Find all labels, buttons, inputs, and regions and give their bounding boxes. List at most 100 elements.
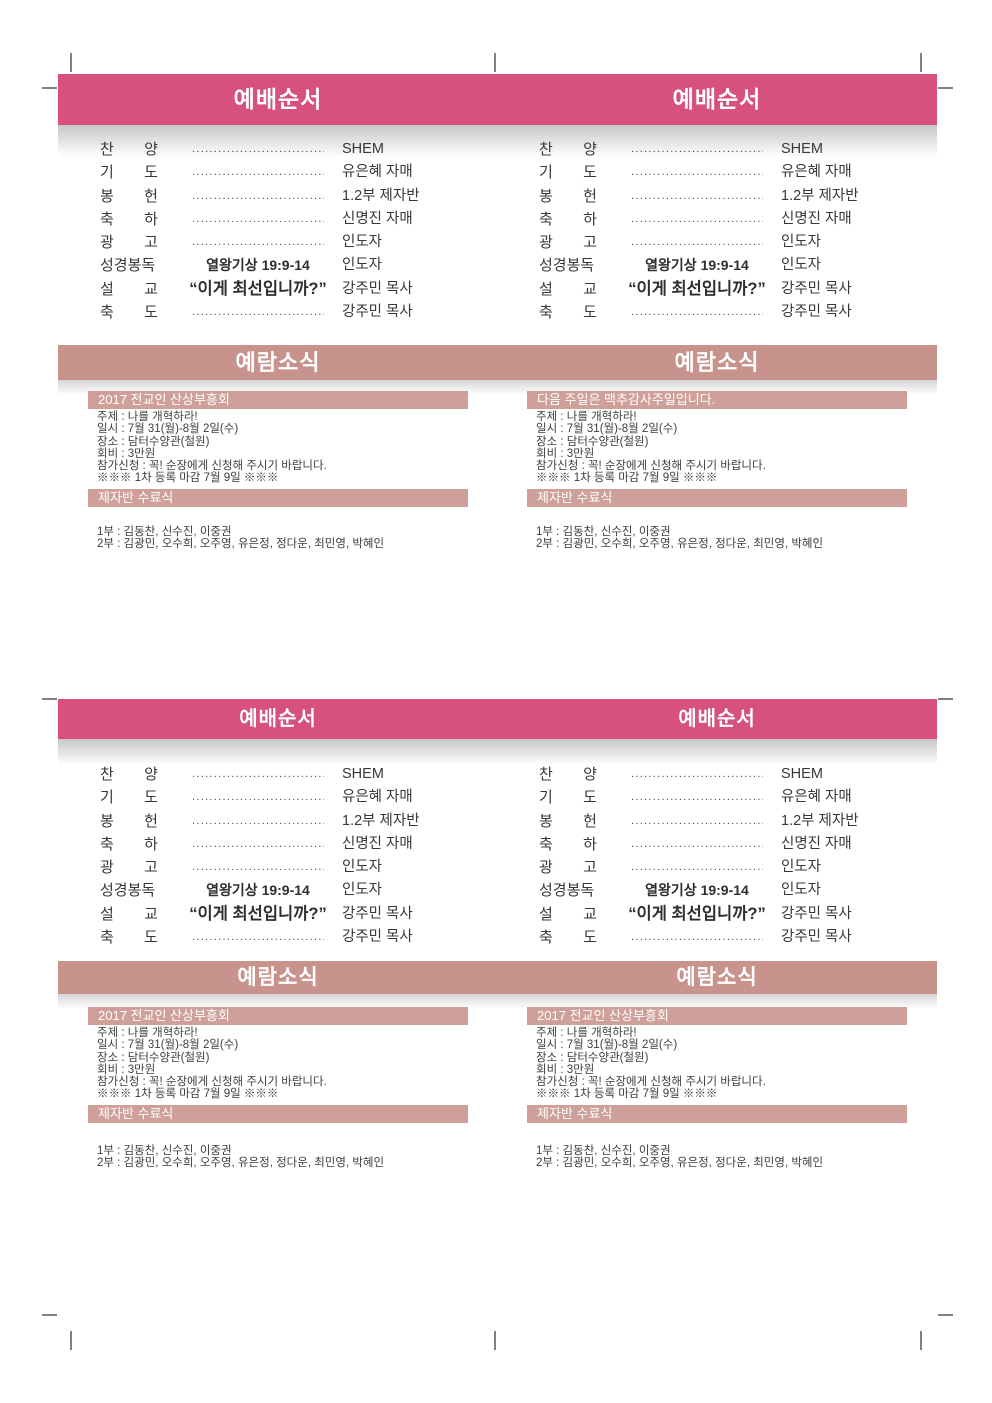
crop-mark [70,53,72,72]
worship-item-label: 찬 양 [539,141,597,158]
worship-row: 축 도 ............................... 강주민 … [497,926,937,949]
leader-dots: ............................... [631,212,763,225]
worship-item-label: 광 고 [100,859,158,877]
graduation-names: 1부 : 김동찬, 신수진, 이중권 2부 : 김광민, 오수희, 오주영, 유… [97,526,497,551]
news-line: 1부 : 김동찬, 신수진, 이중권 [97,526,232,538]
news-header-shadow [58,994,937,1009]
worship-item-label: 광 고 [100,234,158,252]
worship-item-label: 봉 헌 [100,812,158,830]
worship-row: 기 도 ............................... 유은혜 … [497,161,937,184]
worship-item-label: 광 고 [539,234,597,252]
news-line: 2부 : 김광민, 오수희, 오주영, 유은정, 정다운, 최민영, 박혜인 [97,538,385,551]
worship-header-bar: 예배순서 예배순서 [58,699,937,739]
worship-item-value: 강주민 목사 [781,905,852,922]
worship-row: 축 도 ............................... 강주민 … [497,301,937,324]
worship-item-label: 광 고 [539,859,597,877]
worship-row: 설 교 “이게 최선입니까?” 강주민 목사 [58,278,498,301]
worship-row: 성경봉독 열왕기상 19:9-14 인도자 [58,879,498,902]
worship-item-value: 신명진 자매 [781,835,852,852]
news-header-title: 예람소식 [676,966,758,989]
worship-item-label: 성경봉독 [539,257,595,275]
worship-row: 찬 양 ............................... SHEM [58,763,498,786]
revival-title: 다음 주일은 맥추감사주일입니다. [537,392,716,407]
worship-header-title: 예배순서 [239,708,317,730]
revival-title: 2017 전교인 산상부흥회 [98,1008,230,1023]
news-subheader-revival: 2017 전교인 산상부흥회 [88,1007,468,1025]
leader-dots: ............................... [631,236,763,249]
leader-dots: ............................... [192,768,324,780]
news-line: 1부 : 김동찬, 신수진, 이중권 [97,1145,232,1157]
worship-row: 축 하 ............................... 신명진 … [497,208,937,231]
news-line: 2부 : 김광민, 오수희, 오주영, 유은정, 정다운, 최민영, 박혜인 [536,538,824,551]
worship-item-value: 인도자 [781,234,822,251]
news-line: 참가신청 : 꼭! 순장에게 신청해 주시기 바랍니다. [536,460,766,473]
worship-item-middle: 열왕기상 19:9-14 [206,882,310,899]
worship-row: 봉 헌 ............................... 1.2부… [58,185,498,208]
leader-dots: ............................... [192,814,324,827]
worship-item-value: 신명진 자매 [342,210,413,227]
news-line: 주제 : 나를 개혁하라! [97,1027,198,1039]
worship-item-middle: 열왕기상 19:9-14 [206,257,310,274]
crop-mark [920,1331,922,1350]
news-line: 일시 : 7월 31(월)-8월 2일(수) [536,423,678,436]
worship-row: 찬 양 ............................... SHEM [497,763,937,786]
crop-mark [70,1331,72,1350]
worship-item-label: 봉 헌 [539,812,597,830]
worship-item-label: 축 하 [539,835,597,853]
worship-item-middle: “이게 최선입니까?” [189,904,327,923]
leader-dots: ............................... [192,306,324,319]
worship-item-value: 인도자 [342,234,383,251]
worship-item-value: 강주민 목사 [342,929,413,946]
worship-row: 봉 헌 ............................... 1.2부… [497,810,937,833]
crop-mark [938,87,953,89]
worship-item-label: 축 하 [100,210,158,228]
news-subheader-graduation: 제자반 수료식 [88,1105,468,1123]
worship-row: 축 하 ............................... 신명진 … [58,833,498,856]
worship-row: 광 고 ............................... 인도자 [497,231,937,254]
news-line: ※※※ 1차 등록 마감 7월 9일 ※※※ [536,1088,718,1101]
worship-item-value: 1.2부 제자반 [342,812,420,829]
leader-dots: ............................... [192,931,324,944]
crop-mark [938,1314,953,1316]
worship-item-label: 축 도 [100,929,158,947]
news-subheader-graduation: 제자반 수료식 [527,1105,907,1123]
worship-header-bar: 예배순서 예배순서 [58,74,937,125]
worship-item-middle: “이게 최선입니까?” [189,279,327,298]
quadrant-4: 찬 양 ............................... SHEM… [497,699,937,1204]
news-line: 2부 : 김광민, 오수희, 오주영, 유은정, 정다운, 최민영, 박혜인 [536,1157,824,1170]
leader-dots: ............................... [631,837,763,850]
news-line: 1부 : 김동찬, 신수진, 이중권 [536,1145,671,1157]
news-line: 주제 : 나를 개혁하라! [97,411,198,423]
worship-row: 성경봉독 열왕기상 19:9-14 인도자 [497,254,937,277]
leader-dots: ............................... [631,306,763,319]
revival-details: 주제 : 나를 개혁하라! 일시 : 7월 31(월)-8월 2일(수) 장소 … [536,411,936,485]
worship-order-list: 찬 양 ............................... SHEM… [497,763,937,949]
worship-row: 기 도 ............................... 유은혜 … [58,786,498,809]
crop-mark [42,698,57,700]
news-subheader-graduation: 제자반 수료식 [88,489,468,507]
worship-row: 설 교 “이게 최선입니까?” 강주민 목사 [497,278,937,301]
worship-item-label: 축 도 [100,304,158,322]
worship-item-value: 유은혜 자매 [781,789,852,806]
worship-item-value: SHEM [342,766,384,782]
bulletin-half: 예배순서 예배순서 예람소식 예람소식 찬 양 ................… [58,74,937,579]
revival-details: 주제 : 나를 개혁하라! 일시 : 7월 31(월)-8월 2일(수) 장소 … [97,1027,497,1101]
leader-dots: ............................... [192,143,324,155]
worship-item-value: SHEM [781,141,823,157]
worship-item-value: 인도자 [781,257,822,274]
leader-dots: ............................... [631,861,763,874]
worship-item-value: 강주민 목사 [342,280,413,297]
worship-item-middle: 열왕기상 19:9-14 [645,882,749,899]
leader-dots: ............................... [631,931,763,944]
worship-order-list: 찬 양 ............................... SHEM… [497,138,937,324]
worship-item-value: 신명진 자매 [342,835,413,852]
quadrant-1: 찬 양 ............................... SHEM… [58,74,498,579]
graduation-title: 제자반 수료식 [98,490,174,505]
revival-details: 주제 : 나를 개혁하라! 일시 : 7월 31(월)-8월 2일(수) 장소 … [536,1027,936,1101]
worship-row: 기 도 ............................... 유은혜 … [497,786,937,809]
worship-item-label: 설 교 [100,905,158,923]
crop-mark [42,1314,57,1316]
worship-item-label: 찬 양 [539,766,597,783]
news-header-title: 예람소식 [674,350,760,375]
revival-details: 주제 : 나를 개혁하라! 일시 : 7월 31(월)-8월 2일(수) 장소 … [97,411,497,485]
